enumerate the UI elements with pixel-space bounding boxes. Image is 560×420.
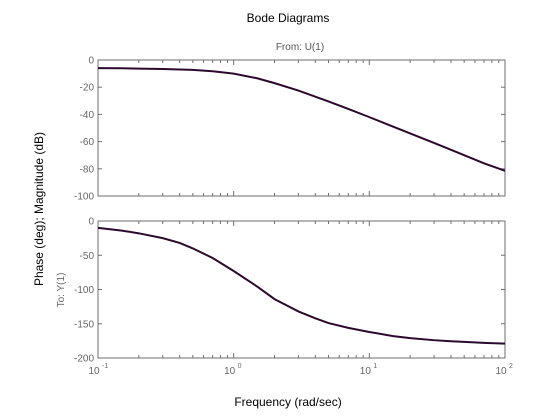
phase-xtick-label-base: 10 <box>360 366 372 377</box>
from-label: From: U(1) <box>276 42 324 53</box>
magnitude-y-ticks: 0 -20 -40 -60 -80 -100 <box>74 56 505 203</box>
magnitude-axes-box <box>97 59 506 197</box>
phase-xtick-label-base: 10 <box>88 366 100 377</box>
phase-x-ticks: 10 -1 10 0 10 1 10 2 <box>88 221 513 377</box>
x-axis-label: Frequency (rad/sec) <box>234 395 341 409</box>
phase-xtick-label-exponent: 0 <box>238 363 242 370</box>
phase-panel: 0-50-100-150-200 10 -1 10 0 10 1 10 2 <box>74 217 513 378</box>
phase-ytick-label: 0 <box>88 217 94 228</box>
phase-xtick-label-exponent: -1 <box>102 363 108 370</box>
figure-title: Bode Diagrams <box>247 11 330 25</box>
phase-xtick-label-exponent: 1 <box>373 363 377 370</box>
phase-series-line <box>97 226 506 345</box>
magnitude-ytick-label: -100 <box>74 192 94 203</box>
magnitude-series-line <box>97 67 506 172</box>
y-axis-label: Phase (deg); Magnitude (dB) <box>32 132 46 286</box>
magnitude-ytick-label: -80 <box>80 164 95 175</box>
phase-ytick-label: -100 <box>74 285 94 296</box>
magnitude-ytick-label: -60 <box>80 137 95 148</box>
magnitude-x-ticks <box>97 60 506 196</box>
phase-ytick-label: -150 <box>74 319 94 330</box>
magnitude-ytick-label: -20 <box>80 83 95 94</box>
phase-ytick-label: -50 <box>80 251 95 262</box>
phase-xtick-label-exponent: 2 <box>509 363 513 370</box>
phase-ytick-label: -200 <box>74 354 94 365</box>
phase-xtick-label-base: 10 <box>495 366 507 377</box>
magnitude-ytick-label: 0 <box>88 56 94 67</box>
magnitude-panel: 0 -20 -40 -60 -80 -100 <box>74 56 506 203</box>
magnitude-ytick-label: -40 <box>80 110 95 121</box>
phase-y-ticks: 0 -50 -100 -150 -200 <box>74 217 505 365</box>
phase-axes-box <box>97 220 506 359</box>
phase-xtick-label-base: 10 <box>224 366 236 377</box>
to-label: To: Y(1) <box>56 273 67 308</box>
